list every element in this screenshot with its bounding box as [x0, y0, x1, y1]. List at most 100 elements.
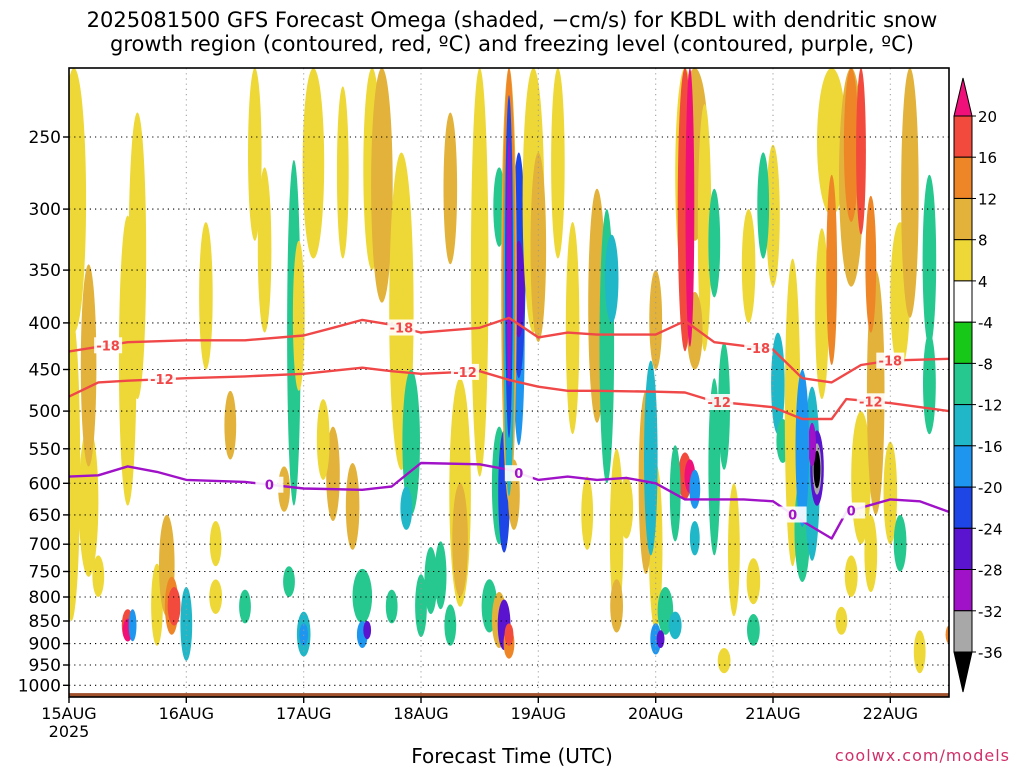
contour-zero-label-bg-2 — [778, 506, 807, 523]
contour-zero-label-0: 0 — [265, 479, 274, 494]
omega-core-16 — [128, 609, 137, 642]
colorbar-label-1: 16 — [978, 149, 997, 167]
omega-core-34 — [865, 195, 877, 333]
y-tick-label-5: 500 — [29, 402, 61, 422]
omega-cell-2 — [78, 426, 99, 577]
omega-cell-83 — [746, 558, 761, 605]
y-tick-label-14: 950 — [29, 656, 61, 676]
omega-core-33 — [856, 68, 866, 235]
x-tick-label-2: 17AUG — [276, 704, 331, 723]
colorbar-box-7 — [953, 362, 973, 406]
contour-zero-label-bg-0 — [255, 476, 284, 493]
colorbar-box-5 — [953, 280, 973, 323]
omega-core-4 — [504, 623, 514, 646]
omega-cell-103 — [581, 476, 594, 550]
colorbar-box-8 — [953, 404, 973, 447]
omega-core-7 — [506, 136, 512, 387]
y-axis: 250 300 350 400 450 500 550 600 650 700 750 800 850 9… — [18, 128, 69, 696]
y-tick-label-0: 250 — [29, 128, 61, 148]
colorbar-box-9 — [953, 445, 973, 488]
ground-fill — [69, 693, 949, 697]
y-tick-label-6: 550 — [29, 440, 61, 460]
credit-text: coolwx.com/models — [834, 746, 1010, 765]
omega-cell-98 — [92, 555, 105, 597]
contour-minus12-label-bg-1 — [451, 363, 479, 380]
colorbar: 20 16 12 8 4 -4 -8 -12 -16 -20 -24 -28 -32 -36 — [953, 77, 1003, 693]
omega-core-26 — [650, 623, 662, 655]
contour-zero-label-1: 0 — [514, 467, 523, 482]
omega-cell-80 — [443, 112, 458, 265]
omega-cell-101 — [923, 332, 936, 435]
omega-core-31 — [826, 174, 838, 366]
x-axis-label: Forecast Time (UTC) — [411, 744, 613, 768]
y-tick-label-4: 450 — [29, 361, 61, 381]
omega-cell-46 — [551, 68, 565, 259]
omega-cell-3 — [80, 264, 97, 467]
omega-core-27 — [656, 630, 665, 648]
y-tick-label-11: 800 — [29, 588, 61, 608]
y-tick-label-15: 1000 — [18, 676, 61, 696]
colorbar-top-arrow — [953, 77, 973, 117]
colorbar-label-3: 8 — [978, 232, 988, 250]
omega-cell-94 — [239, 589, 251, 624]
omega-cell-92 — [224, 390, 237, 460]
omega-cell-87 — [316, 399, 330, 480]
contour-minus12-label-0: -12 — [150, 373, 174, 388]
omega-core-25 — [363, 621, 372, 640]
colorbar-label-0: 20 — [978, 108, 997, 126]
colorbar-label-4: 4 — [978, 273, 988, 291]
omega-cell-66 — [784, 258, 801, 567]
omega-cell-84 — [835, 606, 848, 635]
omega-cell-10 — [128, 112, 147, 400]
omega-cell-1 — [69, 68, 87, 333]
x-axis: 15AUG 16AUG 17AUG 18AUG 19AUG 20AUG 21AUG 22AUG… — [41, 697, 918, 741]
omega-core-17 — [604, 234, 619, 323]
y-tick-label-8: 650 — [29, 506, 61, 526]
contour-minus18-label-3: -18 — [879, 355, 903, 370]
omega-cell-75 — [883, 441, 898, 545]
omega-cell-85 — [844, 555, 858, 597]
omega-cell-81 — [610, 579, 623, 633]
contours: -18 -18 -18 -18 -12 -12 -12 -12 0 0 0 0 — [69, 316, 949, 540]
contour-minus12-label-2: -12 — [707, 396, 731, 411]
colorbar-bottom-arrow — [953, 651, 973, 693]
omega-cell-100 — [757, 152, 770, 259]
omega-cell-47 — [565, 222, 580, 435]
y-tick-label-13: 900 — [29, 635, 61, 655]
contour-zero — [69, 461, 949, 540]
contour-minus18-label-bg-1 — [387, 319, 416, 336]
contour-minus18-label-0: -18 — [96, 339, 120, 354]
omega-cell-58 — [708, 378, 721, 556]
omega-cell-88 — [649, 270, 663, 370]
contour-minus12 — [69, 366, 949, 421]
y-tick-label-3: 400 — [29, 314, 61, 334]
omega-cell-27 — [402, 369, 421, 515]
contour-minus18 — [69, 316, 949, 384]
contour-minus12-label-1: -12 — [453, 366, 477, 381]
colorbar-label-6: -8 — [978, 355, 993, 373]
contour-minus12-label-bg-0 — [147, 371, 176, 388]
omega-core-18 — [644, 360, 658, 556]
colorbar-label-13: -36 — [978, 644, 1003, 662]
x-tick-label-1: 16AUG — [159, 704, 214, 723]
y-tick-label-9: 700 — [29, 535, 61, 555]
omega-cell-64 — [771, 332, 785, 435]
contour-zero-label-bg-3 — [837, 502, 866, 519]
omega-cell-77 — [901, 68, 919, 318]
omega-cell-9 — [180, 587, 193, 661]
omega-core-28 — [299, 623, 309, 646]
omega-cell-16 — [292, 240, 305, 391]
omega-cell-79 — [922, 174, 937, 347]
omega-cell-63 — [766, 144, 780, 287]
omega-cell-21 — [336, 86, 349, 259]
omega-cell-18 — [283, 566, 295, 597]
x-tick-label-7: 22AUG — [863, 704, 918, 723]
contour-zero-label-2: 0 — [788, 509, 797, 524]
omega-cell-97 — [209, 521, 222, 567]
omega-core-21 — [813, 450, 821, 489]
plot-frame — [68, 67, 950, 698]
omega-cell-99 — [708, 188, 721, 298]
colorbar-label-10: -24 — [978, 520, 1003, 538]
omega-cell-57 — [697, 104, 712, 352]
omega-cell-8 — [167, 587, 181, 626]
